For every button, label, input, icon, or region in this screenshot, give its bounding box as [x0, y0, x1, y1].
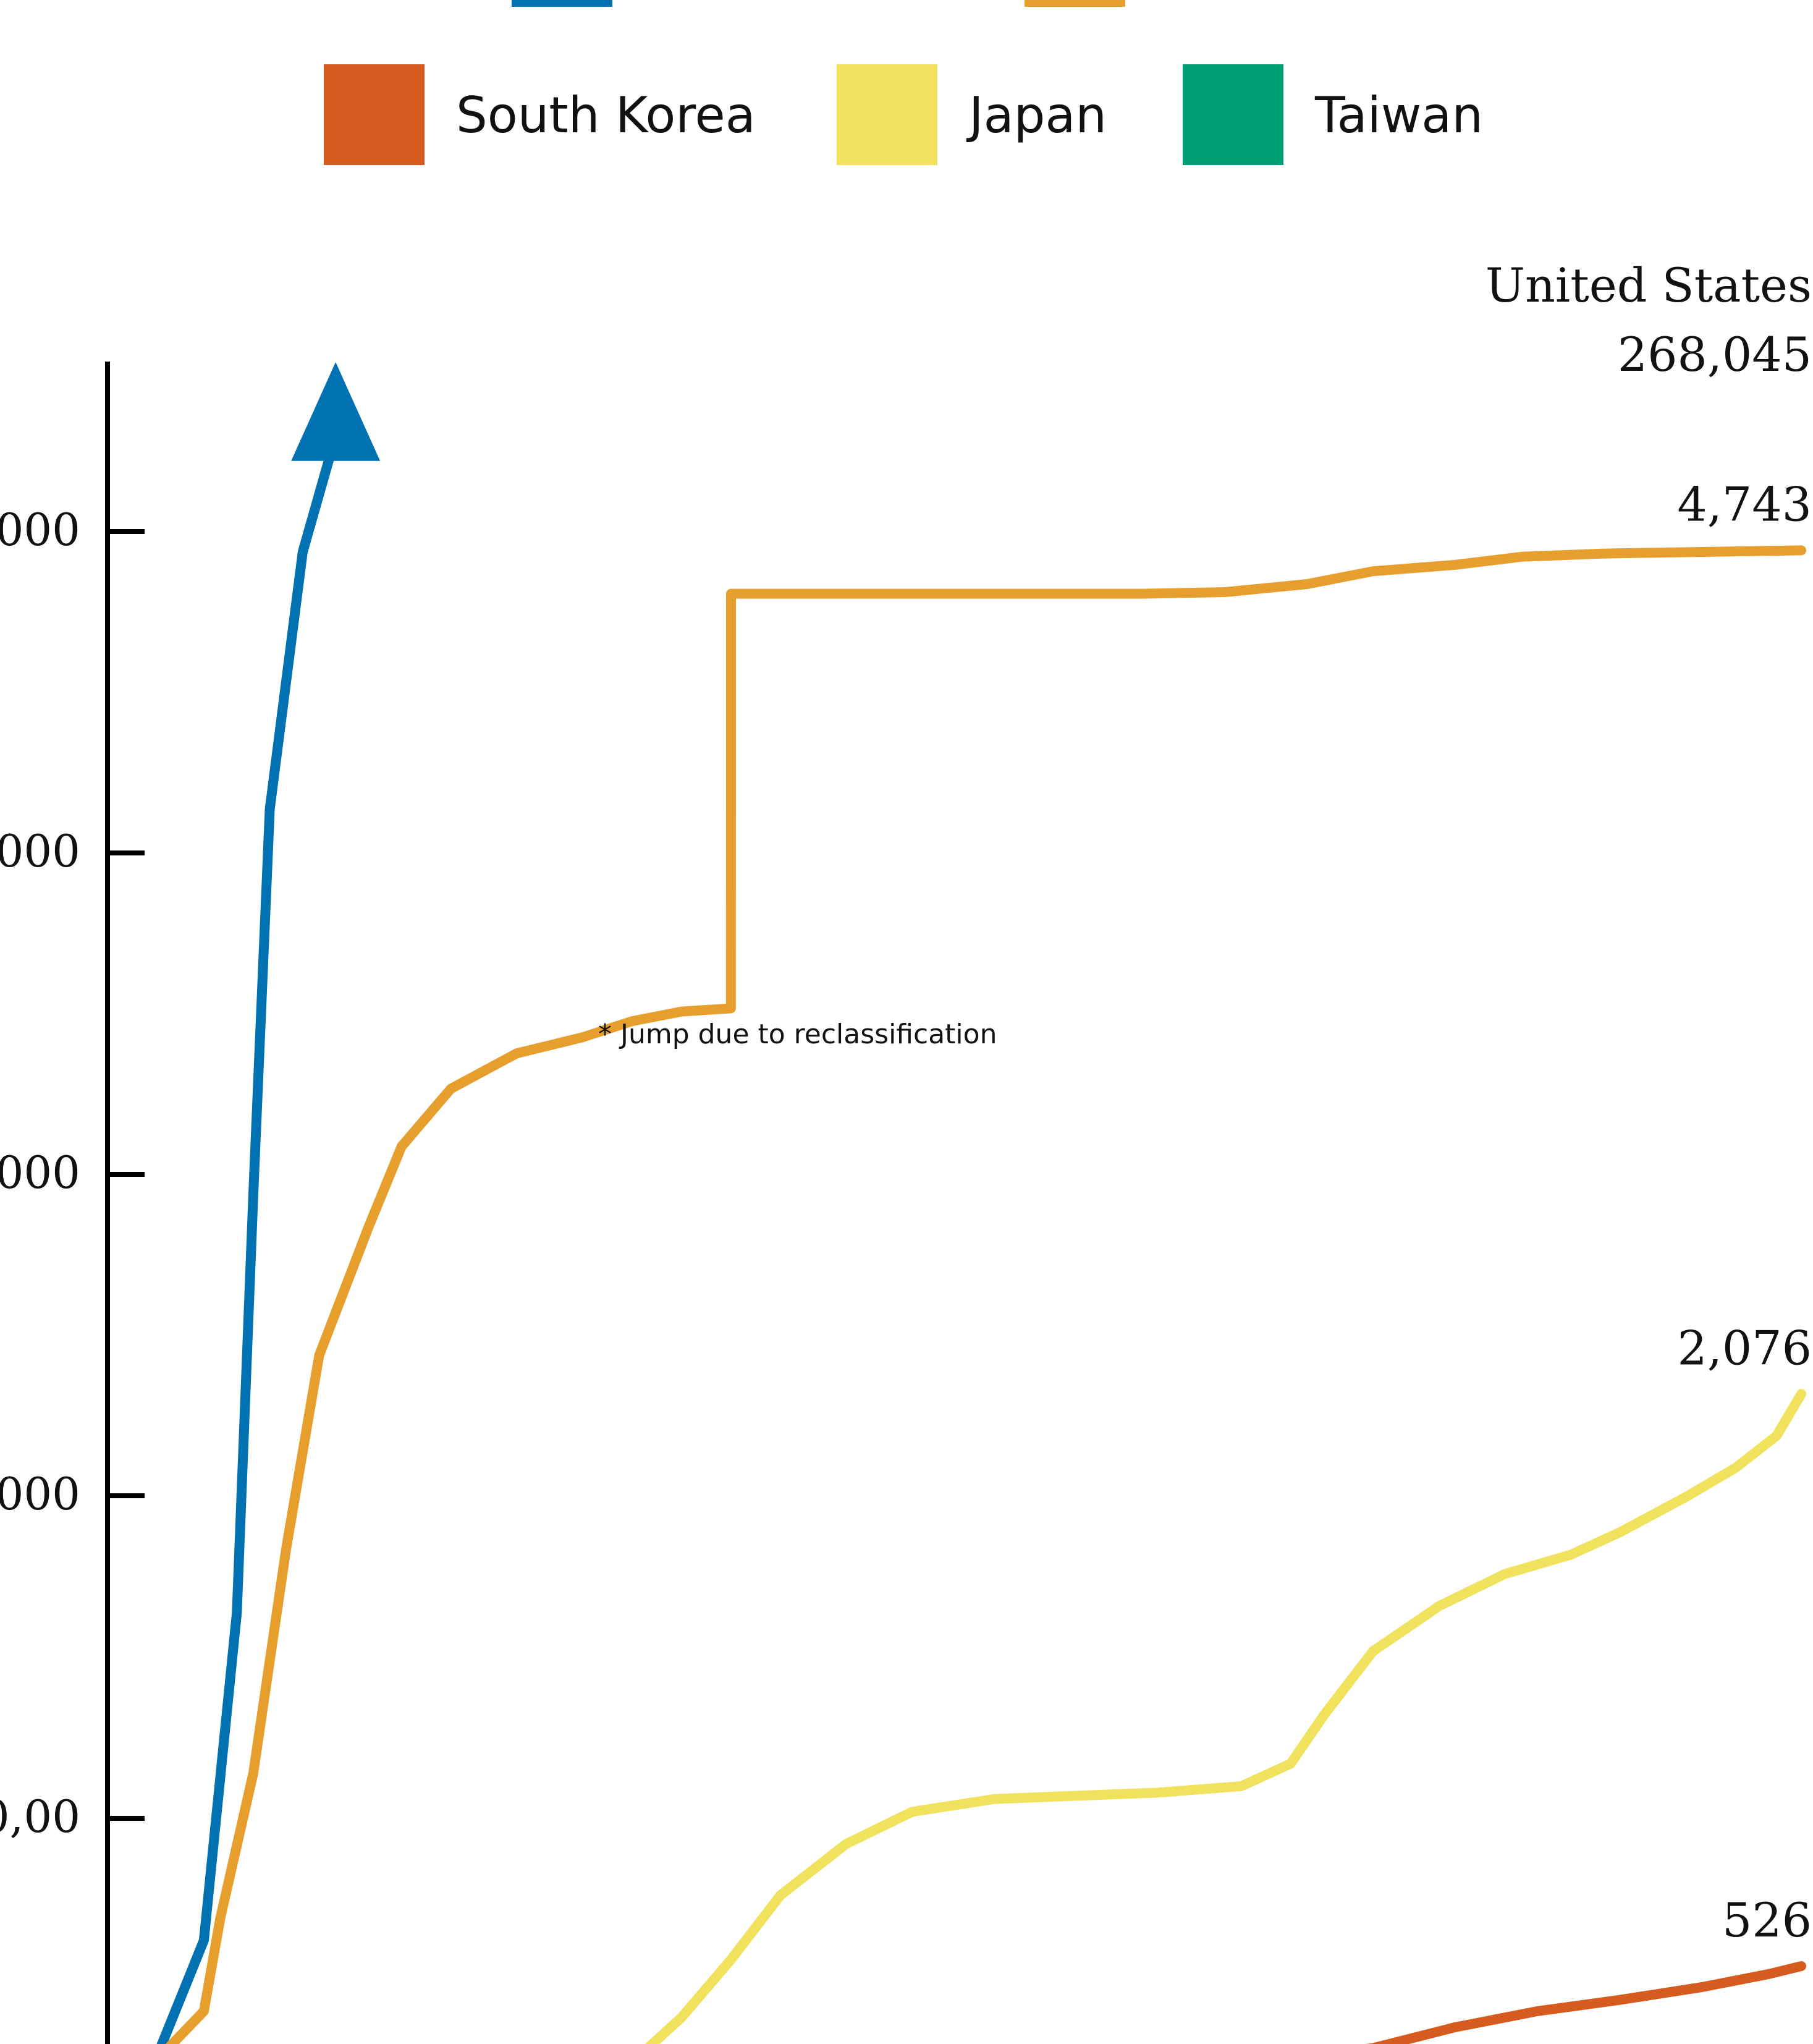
legend-label: South Korea: [456, 87, 756, 144]
series-end-labels: United States 268,045 4,743 2,076 526: [1485, 258, 1812, 1948]
series-end-value: 268,045: [1618, 327, 1812, 382]
reclassification-note: * Jump due to reclassification: [598, 1019, 997, 1050]
series-end-value: 4,743: [1677, 477, 1812, 532]
y-tick-label: 000: [0, 504, 80, 556]
legend-label: Japan: [966, 87, 1107, 144]
y-tick-label: 000: [0, 1147, 80, 1198]
y-tick-label: 000: [0, 1468, 80, 1520]
legend: South Korea Japan Taiwan: [324, 0, 1483, 165]
series-line-orange: [165, 545, 1806, 2044]
series-end-value: 526: [1722, 1893, 1812, 1948]
legend-swatch: [1183, 64, 1283, 165]
series-end-name: United States: [1485, 258, 1812, 313]
legend-swatch: [837, 64, 937, 165]
series-line-us: [156, 431, 341, 2044]
series-end-value: 2,076: [1677, 1320, 1812, 1375]
series-line-korea: [1366, 1961, 1806, 2044]
y-tick-label: 0,00: [0, 1791, 80, 1843]
series-lines: [156, 362, 1806, 2044]
legend-swatch: [512, 0, 612, 7]
legend-label: Taiwan: [1314, 87, 1483, 144]
series-arrowhead-us: [291, 362, 381, 461]
series-line-japan: [644, 1389, 1806, 2044]
legend-swatch: [1025, 0, 1125, 7]
y-tick-label: 000: [0, 825, 80, 877]
legend-swatch: [324, 64, 425, 165]
y-axis: 000 000 000 000 0,00: [0, 362, 145, 2044]
